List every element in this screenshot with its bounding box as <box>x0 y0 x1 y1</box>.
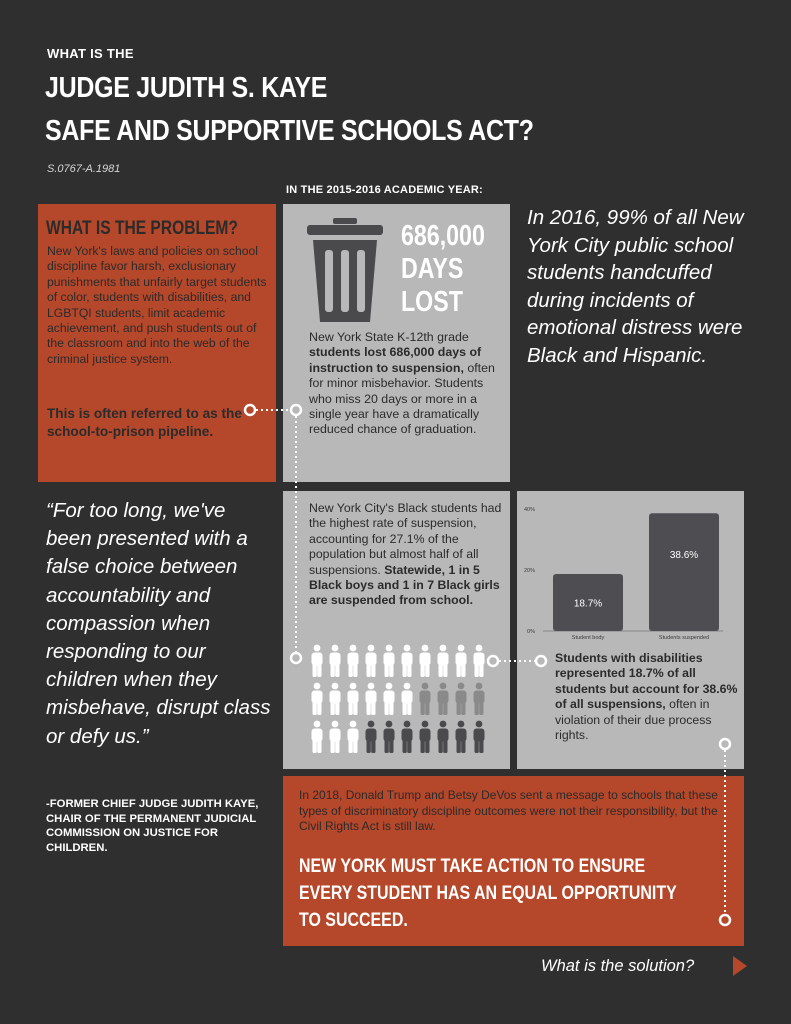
days-lost-text-emphasis: students lost 686,000 days of instructio… <box>309 345 482 375</box>
days-lost-panel: 686,000 DAYS LOST New York State K-12th … <box>283 204 510 482</box>
days-lost-word-lost: LOST <box>401 286 463 318</box>
bar <box>649 513 719 631</box>
student-figure-icon <box>473 682 485 715</box>
student-figure-icon <box>365 682 377 715</box>
problem-panel: WHAT IS THE PROBLEM? New York's laws and… <box>38 204 276 482</box>
student-figure-icon <box>437 644 449 677</box>
y-tick-label: 40% <box>524 507 535 513</box>
student-figure-icon <box>329 682 341 715</box>
days-lost-text-intro: New York State K-12th grade <box>309 330 469 344</box>
days-lost-text-rest: often for minor misbehavior. Students wh… <box>309 360 495 437</box>
student-figure-icon <box>419 644 431 677</box>
kicker: WHAT IS THE <box>47 46 134 61</box>
student-figure-icon <box>455 720 467 753</box>
student-figure-icon <box>311 644 323 677</box>
page-title-line-2: SAFE AND SUPPORTIVE SCHOOLS ACT? <box>45 115 534 147</box>
bar-data-label: 38.6% <box>670 550 698 561</box>
problem-title: WHAT IS THE PROBLEM? <box>46 218 238 239</box>
student-figure-icon <box>419 720 431 753</box>
student-figure-icon <box>311 720 323 753</box>
days-lost-text: New York State K-12th grade students los… <box>309 330 509 438</box>
next-page-link[interactable]: What is the solution? <box>541 957 695 975</box>
student-figure-icon <box>383 682 395 715</box>
disabilities-text: Students with disabilities represented 1… <box>555 651 740 743</box>
play-arrow-icon[interactable] <box>733 956 747 976</box>
student-figure-icon <box>311 682 323 715</box>
student-figure-icon <box>347 644 359 677</box>
student-figure-icon <box>347 682 359 715</box>
call-to-action-headline-3: TO SUCCEED. <box>299 910 408 931</box>
handcuff-statistic: In 2016, 99% of all New York City public… <box>527 206 744 367</box>
student-figure-icon <box>473 720 485 753</box>
student-figure-icon <box>419 682 431 715</box>
student-figure-icon <box>383 720 395 753</box>
bill-number: S.0767-A.1981 <box>47 163 121 175</box>
student-figure-icon <box>455 682 467 715</box>
student-pictogram <box>311 644 485 753</box>
disabilities-text-emphasis: Students with disabilities represented 1… <box>555 651 738 712</box>
student-figure-icon <box>329 644 341 677</box>
bar-data-label: 18.7% <box>574 598 602 609</box>
x-category-label: Students suspended <box>659 635 709 641</box>
trash-can-icon <box>307 218 383 322</box>
x-category-label: Student body <box>572 635 605 641</box>
disabilities-panel: 0% 20% 40% 18.7% Student body 38.6% Students s… <box>517 491 744 769</box>
student-figure-icon <box>437 720 449 753</box>
call-to-action-text: In 2018, Donald Trump and Betsy DeVos se… <box>299 788 718 834</box>
black-students-text: New York City's Black students had the h… <box>309 501 504 609</box>
bar <box>553 573 623 631</box>
black-students-panel: New York City's Black students had the h… <box>283 491 510 769</box>
kaye-quote: “For too long, we've been presented with… <box>46 499 271 748</box>
student-figure-icon <box>347 720 359 753</box>
student-figure-icon <box>365 644 377 677</box>
academic-year-label: IN THE 2015-2016 ACADEMIC YEAR: <box>286 184 483 196</box>
student-figure-icon <box>383 644 395 677</box>
disabilities-text-rest: often in violation of their due process … <box>555 697 712 743</box>
call-to-action-headline-1: NEW YORK MUST TAKE ACTION TO ENSURE <box>299 856 646 877</box>
y-tick-label: 20% <box>524 568 535 574</box>
call-to-action-headline-2: EVERY STUDENT HAS AN EQUAL OPPORTUNITY <box>299 883 677 904</box>
student-figure-icon <box>401 682 413 715</box>
student-figure-icon <box>473 644 485 677</box>
black-students-text-plain: New York City's Black students had the h… <box>309 501 502 577</box>
y-tick-label: 0% <box>527 629 535 635</box>
call-to-action-panel: In 2018, Donald Trump and Betsy DeVos se… <box>283 776 744 946</box>
quote-attribution: -FORMER CHIEF JUDGE JUDITH KAYE, CHAIR O… <box>46 798 259 854</box>
student-figure-icon <box>401 720 413 753</box>
student-figure-icon <box>437 682 449 715</box>
student-figure-icon <box>365 720 377 753</box>
problem-body: New York's laws and policies on school d… <box>47 244 267 366</box>
days-lost-number: 686,000 <box>401 220 485 252</box>
black-students-text-emphasis: Statewide, 1 in 5 Black boys and 1 in 7 … <box>309 562 500 608</box>
student-figure-icon <box>455 644 467 677</box>
days-lost-word-days: DAYS <box>401 253 464 285</box>
student-figure-icon <box>401 644 413 677</box>
problem-emphasis: This is often referred to as the school-… <box>47 406 242 439</box>
page-title-line-1: JUDGE JUDITH S. KAYE <box>45 72 328 104</box>
suspension-bar-chart: 0% 20% 40% 18.7% Student body 38.6% Students s… <box>524 507 723 641</box>
student-figure-icon <box>329 720 341 753</box>
